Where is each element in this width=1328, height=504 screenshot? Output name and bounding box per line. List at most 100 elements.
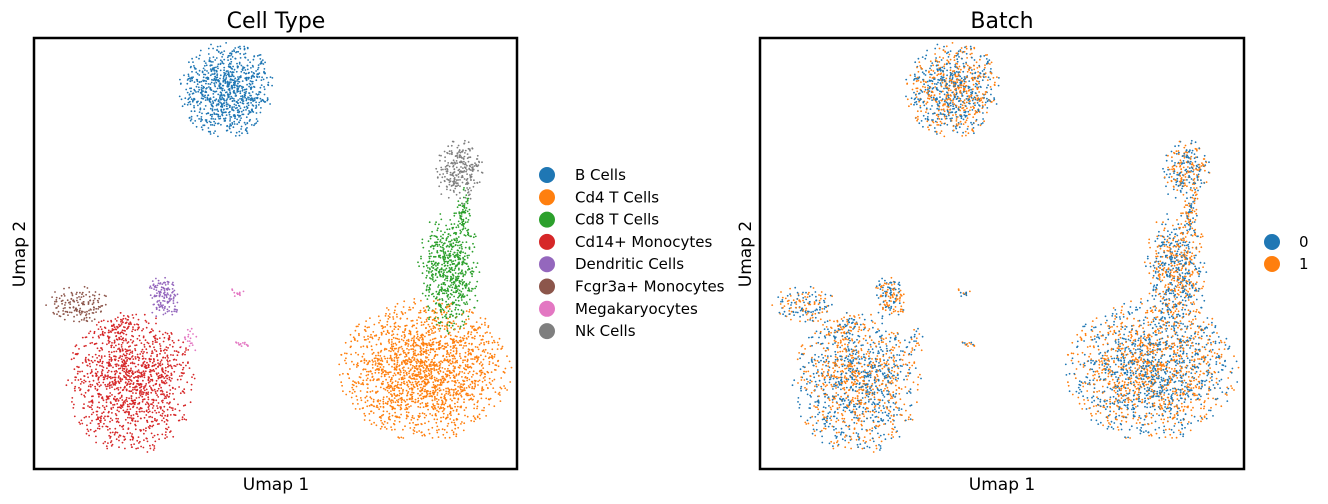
cell-type-point bbox=[198, 118, 201, 120]
cell-type-point bbox=[217, 115, 220, 118]
cell-type-point bbox=[187, 101, 190, 104]
cell-type-point bbox=[353, 390, 356, 393]
cell-type-point bbox=[90, 413, 93, 416]
cell-type-point bbox=[200, 97, 203, 100]
cell-type-point bbox=[231, 123, 234, 125]
cell-type-point bbox=[472, 312, 474, 314]
cell-type-point bbox=[480, 171, 483, 174]
cell-type-point bbox=[442, 371, 445, 373]
cell-type-point bbox=[60, 294, 63, 297]
cell-type-point bbox=[224, 91, 227, 94]
cell-type-point bbox=[99, 358, 102, 361]
cell-type-point bbox=[464, 246, 467, 249]
cell-type-point bbox=[126, 403, 129, 406]
cell-type-point bbox=[471, 270, 473, 273]
cell-type-point bbox=[475, 321, 478, 323]
cell-type-point bbox=[440, 310, 442, 313]
cell-type-point bbox=[436, 245, 439, 248]
cell-type-point bbox=[88, 416, 91, 418]
cell-type-point bbox=[112, 406, 115, 409]
cell-type-point bbox=[469, 271, 472, 274]
cell-type-point bbox=[389, 325, 392, 328]
cell-type-point bbox=[449, 250, 452, 253]
cell-type-point bbox=[129, 416, 131, 419]
cell-type-point bbox=[131, 361, 134, 364]
cell-type-point bbox=[483, 343, 486, 346]
cell-type-point bbox=[176, 301, 179, 304]
cell-type-point bbox=[457, 331, 460, 333]
cell-type-point bbox=[232, 65, 235, 68]
cell-type-point bbox=[166, 310, 169, 313]
cell-type-point bbox=[375, 354, 377, 357]
cell-type-point bbox=[441, 344, 444, 347]
cell-type-point bbox=[143, 343, 146, 346]
cell-type-point bbox=[457, 241, 460, 244]
cell-type-point bbox=[120, 323, 123, 325]
cell-type-point bbox=[76, 297, 78, 299]
cell-type-point bbox=[106, 425, 109, 428]
cell-type-point bbox=[88, 309, 90, 312]
cell-type-point bbox=[425, 349, 427, 351]
cell-type-point bbox=[167, 363, 169, 365]
cell-type-point bbox=[82, 407, 84, 409]
cell-type-point bbox=[246, 83, 249, 86]
cell-type-point bbox=[66, 311, 69, 314]
cell-type-point bbox=[122, 314, 125, 317]
cell-type-point bbox=[351, 383, 354, 386]
cell-type-point bbox=[466, 303, 469, 305]
cell-type-point bbox=[443, 359, 445, 362]
cell-type-point bbox=[117, 376, 120, 379]
cell-type-point bbox=[259, 111, 262, 114]
cell-type-point bbox=[460, 423, 462, 425]
cell-type-point bbox=[390, 343, 393, 346]
cell-type-point bbox=[78, 421, 81, 424]
cell-type-point bbox=[96, 374, 98, 377]
cell-type-point bbox=[88, 434, 90, 437]
cell-type-point bbox=[251, 104, 254, 106]
cell-type-point bbox=[446, 425, 449, 427]
cell-type-point bbox=[454, 423, 456, 426]
cell-type-point bbox=[431, 406, 433, 408]
cell-type-point bbox=[458, 261, 460, 264]
cell-type-point bbox=[438, 343, 441, 346]
cell-type-point bbox=[455, 226, 458, 229]
cell-type-point bbox=[174, 365, 177, 367]
cell-type-point bbox=[463, 387, 466, 389]
cell-type-point bbox=[450, 275, 452, 278]
cell-type-point bbox=[164, 434, 167, 436]
cell-type-point bbox=[114, 318, 117, 320]
cell-type-point bbox=[444, 279, 446, 281]
cell-type-point bbox=[427, 420, 430, 423]
cell-type-point bbox=[437, 436, 440, 438]
cell-type-point bbox=[419, 347, 422, 350]
cell-type-point bbox=[122, 332, 125, 335]
cell-type-point bbox=[101, 330, 104, 333]
cell-type-point bbox=[447, 367, 449, 370]
cell-type-point bbox=[440, 290, 443, 292]
cell-type-point bbox=[428, 272, 430, 274]
cell-type-point bbox=[397, 347, 400, 349]
cell-type-point bbox=[440, 235, 442, 238]
cell-type-point bbox=[416, 335, 419, 338]
cell-type-point bbox=[438, 341, 440, 343]
cell-type-point bbox=[245, 90, 248, 93]
cell-type-point bbox=[132, 386, 135, 389]
cell-type-point bbox=[250, 124, 253, 126]
cell-type-point bbox=[132, 388, 134, 391]
cell-type-point bbox=[406, 407, 409, 410]
cell-type-point bbox=[138, 408, 141, 410]
cell-type-point bbox=[166, 428, 169, 431]
cell-type-point bbox=[88, 332, 90, 335]
cell-type-point bbox=[493, 356, 496, 358]
cell-type-point bbox=[461, 421, 463, 423]
cell-type-point bbox=[430, 252, 433, 254]
cell-type-point bbox=[168, 376, 171, 379]
cell-type-point bbox=[243, 45, 246, 48]
cell-type-point bbox=[254, 123, 256, 125]
cell-type-point bbox=[108, 385, 111, 387]
cell-type-point bbox=[443, 336, 446, 339]
cell-type-point bbox=[461, 313, 464, 315]
cell-type-point bbox=[382, 371, 384, 373]
cell-type-point bbox=[462, 251, 464, 254]
cell-type-point bbox=[366, 377, 369, 380]
